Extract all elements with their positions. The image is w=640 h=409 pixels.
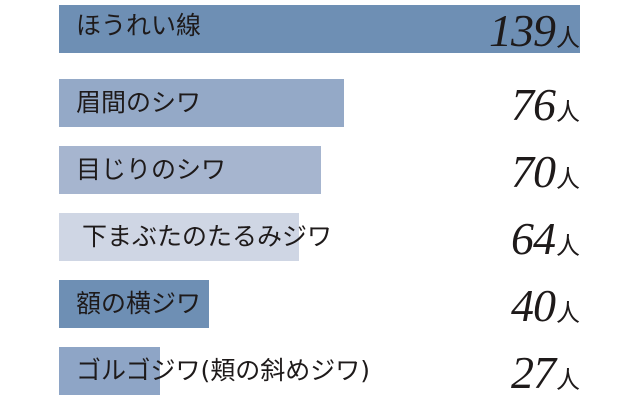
value-unit: 人 (556, 98, 580, 126)
value-label: 64人 (511, 213, 580, 265)
bar-row-horeisen: ほうれい線 139人 (0, 5, 640, 56)
value-number: 27 (511, 347, 556, 398)
bar-row-miken: 眉間のシワ 76人 (0, 79, 640, 130)
bar (59, 79, 344, 127)
bar-row-golgo: ゴルゴジワ(頬の斜めジワ) 27人 (0, 347, 640, 398)
value-label: 40人 (511, 280, 580, 332)
bar-row-shitamabuta: 下まぶたのたるみジワ 64人 (0, 213, 640, 264)
bar (59, 280, 209, 328)
value-unit: 人 (556, 24, 580, 52)
value-unit: 人 (556, 366, 580, 394)
value-label: 139人 (489, 5, 580, 57)
category-label: ほうれい線 (76, 11, 202, 40)
bar (59, 146, 321, 194)
category-label: 下まぶたのたるみジワ (82, 222, 333, 251)
category-label: ゴルゴジワ(頬の斜めジワ) (76, 356, 371, 385)
value-label: 70人 (511, 146, 580, 198)
bar-row-hitai: 額の横ジワ 40人 (0, 280, 640, 331)
category-label: 眉間のシワ (76, 88, 202, 117)
value-label: 76人 (511, 79, 580, 131)
value-number: 70 (511, 146, 556, 197)
bar (59, 347, 160, 395)
value-number: 139 (489, 5, 556, 56)
category-label: 目じりのシワ (76, 155, 227, 184)
value-number: 40 (511, 280, 556, 331)
value-unit: 人 (556, 165, 580, 193)
value-unit: 人 (556, 232, 580, 260)
value-number: 76 (511, 79, 556, 130)
wrinkle-ranking-bar-chart: ほうれい線 139人 眉間のシワ 76人 目じりのシワ 70人 下まぶたのたるみ… (0, 5, 640, 398)
value-label: 27人 (511, 347, 580, 399)
bar (59, 213, 299, 261)
category-label: 額の横ジワ (76, 289, 202, 318)
bar-row-mejiri: 目じりのシワ 70人 (0, 146, 640, 197)
value-number: 64 (511, 213, 556, 264)
bar (59, 5, 580, 53)
value-unit: 人 (556, 299, 580, 327)
